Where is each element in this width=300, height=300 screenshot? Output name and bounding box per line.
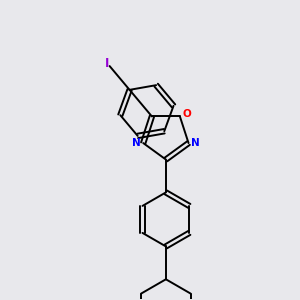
Text: N: N	[191, 138, 200, 148]
Text: O: O	[182, 109, 191, 119]
Text: I: I	[105, 57, 109, 70]
Text: N: N	[132, 138, 141, 148]
